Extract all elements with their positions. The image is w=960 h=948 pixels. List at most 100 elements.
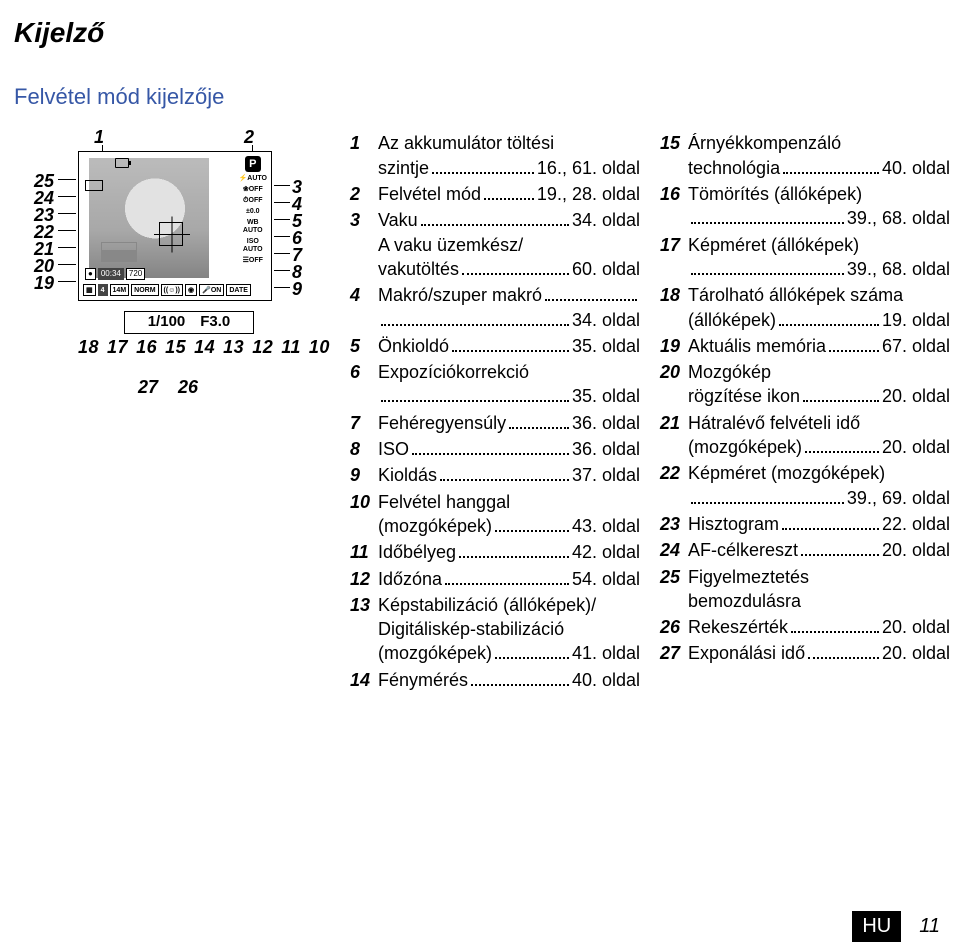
exposure-icon: ±0.0: [246, 208, 260, 216]
page-footer: HU 11: [0, 904, 960, 948]
legend-column-1: 1Az akkumulátor töltésiszintje16., 61. o…: [350, 131, 640, 694]
display-diagram: 1 2 25242322212019 3456789 P ⚡AUTO ❀OFF …: [14, 131, 334, 694]
legend-page: 16., 61. oldal: [537, 156, 640, 180]
legend-page: 43. oldal: [572, 514, 640, 538]
legend-label: AF-célkereszt: [688, 538, 798, 562]
callout-18: 18: [78, 337, 99, 357]
legend-page: 36. oldal: [572, 411, 640, 435]
legend-label: Hisztogram: [688, 512, 779, 536]
legend-number: 18: [660, 283, 688, 307]
legend-label: Időbélyeg: [378, 540, 456, 564]
flash-auto-icon: ⚡AUTO: [239, 175, 267, 183]
legend-page: 20. oldal: [882, 615, 950, 639]
legend-page: 60. oldal: [572, 257, 640, 281]
legend-label: ISO: [378, 437, 409, 461]
legend-label: Tárolható állóképek száma: [688, 283, 903, 307]
page-number: 11: [919, 913, 940, 940]
legend-label: Hátralévő felvételi idő: [688, 411, 860, 435]
legend-number: 14: [350, 668, 378, 692]
legend-number: 26: [660, 615, 688, 639]
legend-label: Aktuális memória: [688, 334, 826, 358]
legend-label: Felvétel hanggal: [378, 490, 510, 514]
legend-number: 23: [660, 512, 688, 536]
legend-number: 2: [350, 182, 378, 206]
legend-label: Tömörítés (állóképek): [688, 182, 862, 206]
legend-page: 34. oldal: [572, 208, 640, 232]
legend-label: Digitáliskép-stabilizáció: [378, 617, 564, 641]
legend-page: 40. oldal: [882, 156, 950, 180]
legend-page: 41. oldal: [572, 641, 640, 665]
sub-title: Felvétel mód kijelzője: [0, 52, 960, 126]
legend-page: 20. oldal: [882, 384, 950, 408]
legend-label: Expozíciókorrekció: [378, 360, 529, 384]
legend-number: 17: [660, 233, 688, 257]
legend-label: Önkioldó: [378, 334, 449, 358]
legend-label: Mozgókép: [688, 360, 771, 384]
rec-time: 00:34: [98, 268, 124, 280]
legend-number: 22: [660, 461, 688, 485]
language-badge: HU: [852, 911, 901, 942]
metering-icon: ◉: [185, 284, 197, 296]
legend-number: 6: [350, 360, 378, 384]
legend-page: 20. oldal: [882, 538, 950, 562]
legend-label: Árnyékkompenzáló: [688, 131, 841, 155]
legend-label: rögzítése ikon: [688, 384, 800, 408]
legend-label: Időzóna: [378, 567, 442, 591]
legend-label: (mozgóképek): [378, 641, 492, 665]
callout-13: 13: [223, 337, 244, 357]
legend-label: A vaku üzemkész/: [378, 233, 523, 257]
callout-15: 15: [165, 337, 186, 357]
audio-on-icon: 🎤ON: [199, 284, 224, 296]
legend-label: Figyelmeztetés: [688, 565, 809, 589]
legend-page: 39., 68. oldal: [847, 257, 950, 281]
exposure-readout: 1/100 F3.0: [124, 311, 254, 333]
legend-page: 36. oldal: [572, 437, 640, 461]
camera-icon: [85, 180, 103, 191]
legend-number: 20: [660, 360, 688, 384]
legend-page: 35. oldal: [572, 334, 640, 358]
legend-number: 4: [350, 283, 378, 307]
legend-page: 42. oldal: [572, 540, 640, 564]
legend-number: 15: [660, 131, 688, 155]
callout-19: 19: [34, 271, 54, 295]
legend-page: 35. oldal: [572, 384, 640, 408]
legend-label: Fehéregyensúly: [378, 411, 506, 435]
legend-label: Képstabilizáció (állóképek)/: [378, 593, 596, 617]
legend-label: Felvétel mód: [378, 182, 481, 206]
legend-number: 16: [660, 182, 688, 206]
compression: NORM: [131, 284, 158, 296]
legend-number: 25: [660, 565, 688, 589]
card-icon: ▦: [83, 284, 96, 296]
selftimer-off-icon: ⏱OFF: [243, 197, 262, 205]
legend-number: 27: [660, 641, 688, 665]
legend-page: 67. oldal: [882, 334, 950, 358]
legend-label: Fénymérés: [378, 668, 468, 692]
wb-icon: WB AUTO: [243, 219, 263, 235]
callout-12: 12: [252, 337, 273, 357]
legend-label: Makró/szuper makró: [378, 283, 542, 307]
af-target-icon: [159, 222, 183, 246]
lower-callouts: 2726: [138, 375, 218, 399]
legend-label: (mozgóképek): [688, 435, 802, 459]
callout-14: 14: [194, 337, 215, 357]
legend-page: 20. oldal: [882, 435, 950, 459]
legend-column-2: 15Árnyékkompenzálótechnológia40. oldal16…: [660, 131, 950, 694]
legend-number: 9: [350, 463, 378, 487]
callout-26: 26: [178, 377, 198, 397]
legend-page: 54. oldal: [572, 567, 640, 591]
callout-17: 17: [107, 337, 128, 357]
legend-page: 39., 69. oldal: [847, 486, 950, 510]
legend-label: Képméret (mozgóképek): [688, 461, 885, 485]
macro-off-icon: ❀OFF: [243, 186, 263, 194]
legend-label: vakutöltés: [378, 257, 459, 281]
legend-number: 13: [350, 593, 378, 617]
legend-number: 7: [350, 411, 378, 435]
legend-label: Az akkumulátor töltési: [378, 131, 554, 155]
legend-number: 8: [350, 437, 378, 461]
legend-number: 24: [660, 538, 688, 562]
rec-icon: ●: [85, 268, 96, 280]
legend-number: 3: [350, 208, 378, 232]
shots-left: 4: [98, 284, 108, 296]
legend-label: Rekeszérték: [688, 615, 788, 639]
legend-number: 5: [350, 334, 378, 358]
